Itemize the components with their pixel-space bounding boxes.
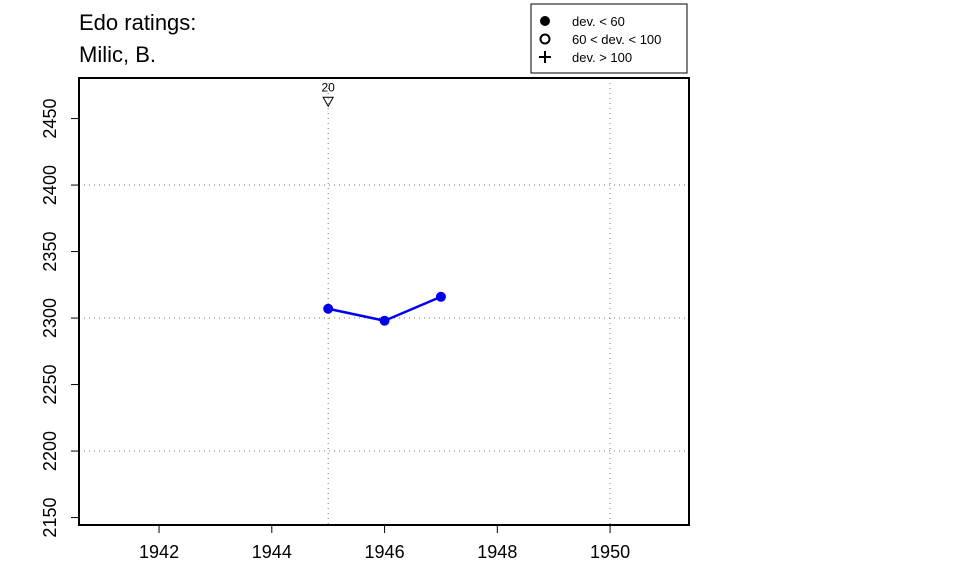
annotation-marker: [322, 96, 335, 108]
legend-label: dev. > 100: [572, 50, 632, 65]
x-tick-label: 1950: [590, 542, 630, 562]
x-tick-label: 1942: [139, 542, 179, 562]
data-point: [435, 291, 446, 302]
legend-symbol: [539, 51, 551, 63]
legend-label: dev. < 60: [572, 14, 625, 29]
annotation-label: 20: [322, 80, 336, 94]
legend-box: [530, 3, 688, 74]
y-tick-label: 2200: [40, 431, 60, 471]
chart-subtitle: Milic, B.: [79, 42, 156, 67]
x-tick-label: 1944: [252, 542, 292, 562]
chart-title: Edo ratings:: [79, 10, 196, 35]
legend-label: 60 < dev. < 100: [572, 32, 661, 47]
data-point: [323, 303, 334, 314]
y-tick-label: 2300: [40, 298, 60, 338]
data-point: [379, 315, 390, 326]
y-tick-label: 2450: [40, 99, 60, 139]
y-tick-label: 2150: [40, 498, 60, 538]
legend-symbol: [540, 16, 550, 26]
x-tick-label: 1948: [477, 542, 517, 562]
x-tick-label: 1946: [365, 542, 405, 562]
plot-frame: [78, 77, 690, 526]
y-tick-label: 2400: [40, 165, 60, 205]
y-tick-label: 2350: [40, 232, 60, 272]
y-tick-label: 2250: [40, 365, 60, 405]
legend-symbol: [539, 33, 551, 45]
